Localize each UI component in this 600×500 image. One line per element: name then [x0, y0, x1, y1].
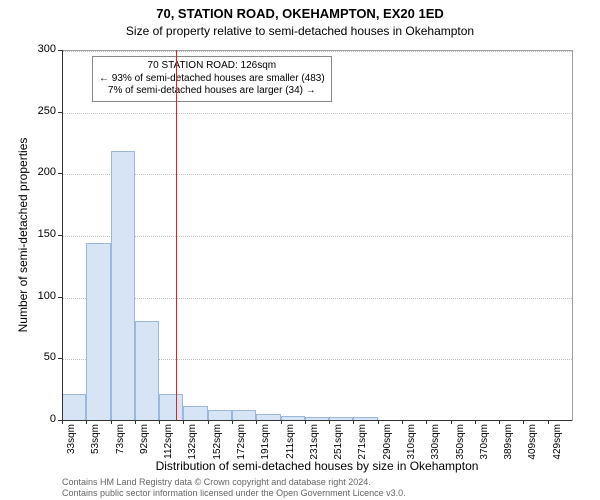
reference-line: [176, 50, 177, 420]
x-tick-label: 33sqm: [66, 424, 77, 474]
histogram-bar: [111, 151, 135, 421]
y-tick-label: 100: [16, 290, 56, 302]
x-tick-mark: [256, 420, 257, 424]
x-axis: [62, 420, 572, 421]
y-tick-label: 50: [16, 351, 56, 363]
y-axis: [62, 50, 63, 420]
x-tick-label: 211sqm: [285, 424, 296, 474]
histogram-bar: [159, 394, 183, 421]
x-tick-label: 191sqm: [260, 424, 271, 474]
property-size-chart: 70, STATION ROAD, OKEHAMPTON, EX20 1ED S…: [0, 0, 600, 500]
grid-line: [62, 51, 572, 52]
histogram-bar: [135, 321, 159, 421]
x-tick-label: 92sqm: [139, 424, 150, 474]
x-tick-mark: [305, 420, 306, 424]
x-tick-mark: [475, 420, 476, 424]
x-tick-mark: [183, 420, 184, 424]
footer-line-2: Contains public sector information licen…: [62, 488, 572, 499]
grid-line: [62, 298, 572, 299]
x-tick-label: 370sqm: [479, 424, 490, 474]
x-tick-mark: [159, 420, 160, 424]
histogram-bar: [62, 394, 86, 421]
y-tick-label: 250: [16, 105, 56, 117]
footer-line-1: Contains HM Land Registry data © Crown c…: [62, 477, 572, 488]
y-tick-label: 200: [16, 166, 56, 178]
x-tick-mark: [62, 420, 63, 424]
x-tick-mark: [111, 420, 112, 424]
footer: Contains HM Land Registry data © Crown c…: [62, 477, 572, 499]
x-tick-mark: [135, 420, 136, 424]
x-tick-label: 290sqm: [382, 424, 393, 474]
annotation-line-3: 7% of semi-detached houses are larger (3…: [99, 85, 325, 98]
x-tick-mark: [86, 420, 87, 424]
x-tick-label: 271sqm: [357, 424, 368, 474]
x-tick-label: 172sqm: [236, 424, 247, 474]
x-tick-mark: [329, 420, 330, 424]
annotation-line-1: 70 STATION ROAD: 126sqm: [99, 60, 325, 73]
y-tick-mark: [58, 358, 62, 359]
annotation-line-2: ← 93% of semi-detached houses are smalle…: [99, 73, 325, 86]
y-tick-label: 0: [16, 413, 56, 425]
y-tick-mark: [58, 50, 62, 51]
grid-line: [62, 174, 572, 175]
x-tick-label: 73sqm: [115, 424, 126, 474]
x-tick-mark: [426, 420, 427, 424]
grid-line: [62, 113, 572, 114]
plot-area: [62, 50, 573, 421]
x-tick-label: 330sqm: [430, 424, 441, 474]
x-tick-label: 409sqm: [527, 424, 538, 474]
x-tick-label: 231sqm: [309, 424, 320, 474]
x-tick-label: 112sqm: [163, 424, 174, 474]
x-tick-mark: [548, 420, 549, 424]
grid-line: [62, 236, 572, 237]
chart-subtitle: Size of property relative to semi-detach…: [0, 24, 600, 38]
x-tick-mark: [523, 420, 524, 424]
x-tick-mark: [281, 420, 282, 424]
x-tick-label: 132sqm: [187, 424, 198, 474]
y-tick-mark: [58, 173, 62, 174]
chart-title: 70, STATION ROAD, OKEHAMPTON, EX20 1ED: [0, 6, 600, 21]
x-tick-mark: [451, 420, 452, 424]
x-tick-label: 53sqm: [90, 424, 101, 474]
y-tick-mark: [58, 297, 62, 298]
x-tick-label: 251sqm: [333, 424, 344, 474]
x-tick-label: 429sqm: [552, 424, 563, 474]
x-tick-mark: [378, 420, 379, 424]
x-tick-mark: [402, 420, 403, 424]
x-tick-mark: [232, 420, 233, 424]
annotation-box: 70 STATION ROAD: 126sqm ← 93% of semi-de…: [92, 56, 332, 102]
x-tick-label: 310sqm: [406, 424, 417, 474]
y-tick-mark: [58, 112, 62, 113]
y-tick-mark: [58, 235, 62, 236]
y-tick-label: 150: [16, 228, 56, 240]
histogram-bar: [183, 406, 207, 421]
x-tick-label: 389sqm: [503, 424, 514, 474]
x-tick-label: 152sqm: [212, 424, 223, 474]
x-tick-mark: [208, 420, 209, 424]
x-tick-mark: [353, 420, 354, 424]
x-tick-mark: [499, 420, 500, 424]
y-tick-label: 300: [16, 43, 56, 55]
histogram-bar: [86, 243, 110, 421]
x-tick-label: 350sqm: [455, 424, 466, 474]
